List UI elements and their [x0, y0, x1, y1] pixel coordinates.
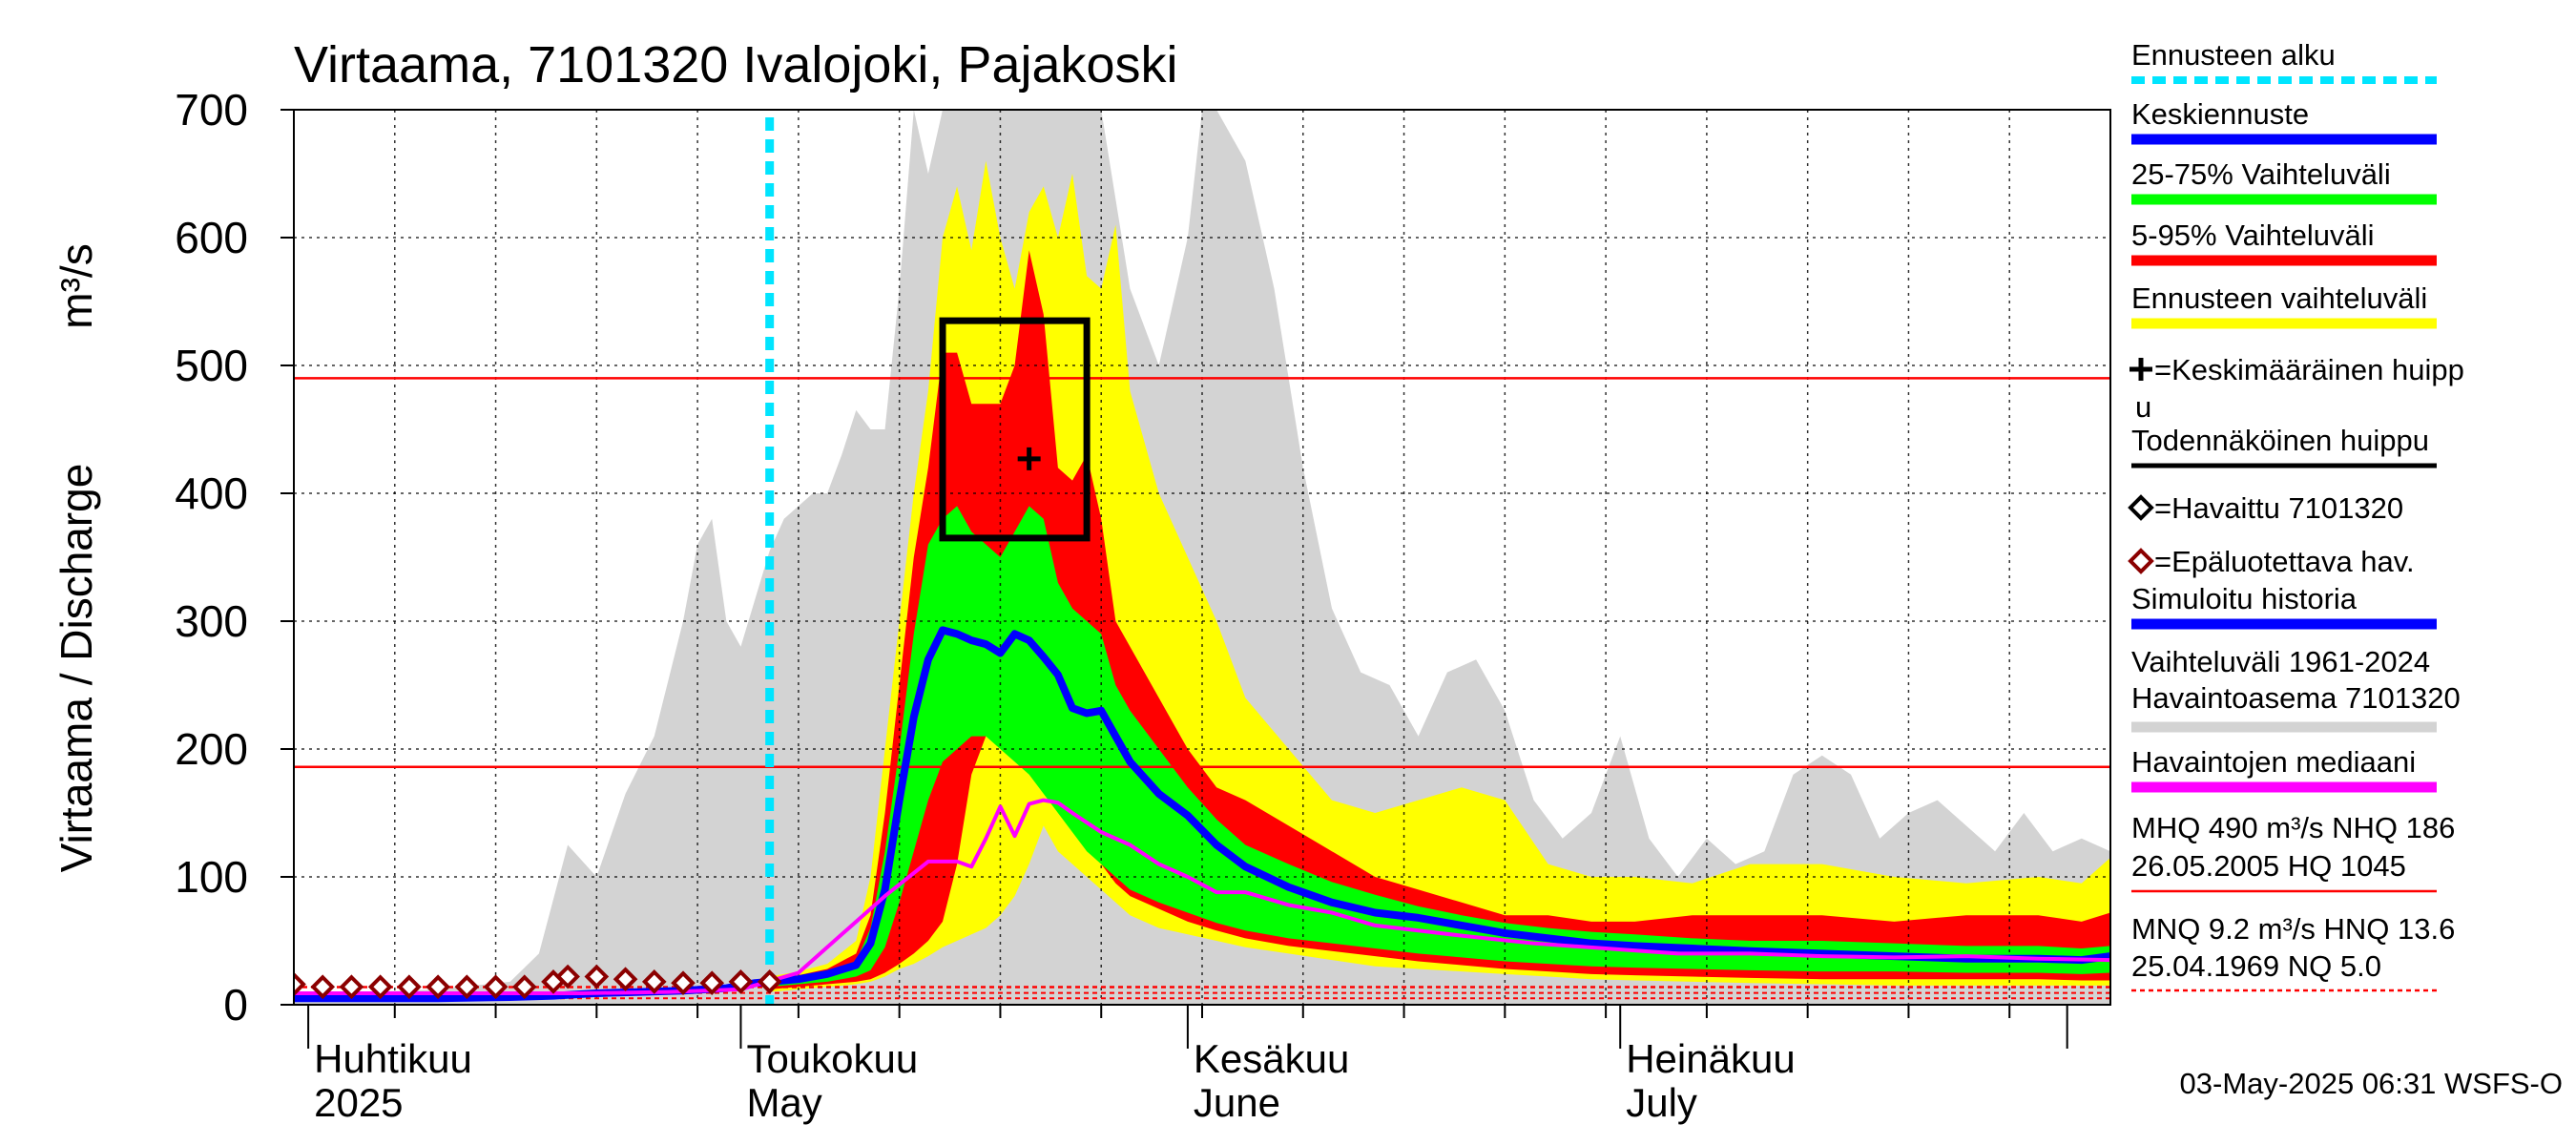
unreliable-observation-marker — [511, 974, 537, 1000]
unreliable-observation-marker — [641, 969, 667, 994]
unreliable-observation-marker — [339, 974, 364, 1000]
legend-item: 25-75% Vaihteluväli — [2131, 157, 2437, 205]
x-month-sublabel: June — [1194, 1080, 1280, 1125]
probable-peak-box — [939, 317, 1091, 542]
unreliable-observation-marker — [728, 969, 754, 994]
legend-label: Simuloitu historia — [2131, 582, 2358, 615]
legend-stats-text: MHQ 490 m³/s NHQ 186 — [2131, 811, 2455, 844]
legend-label: 5-95% Vaihteluväli — [2131, 219, 2374, 252]
legend-item: Ennusteen alku — [2131, 38, 2437, 84]
legend-item: Simuloitu historia — [2131, 582, 2437, 630]
legend-label-cont: u — [2135, 390, 2151, 424]
y-tick-label: 600 — [175, 213, 248, 262]
legend-stats-text: 26.05.2005 HQ 1045 — [2131, 849, 2406, 883]
unreliable-observation-marker — [294, 971, 306, 997]
legend-item: =Havaittu 7101320 — [2128, 491, 2403, 525]
legend-item: Todennäköinen huippu — [2131, 424, 2437, 468]
unreliable-observation-marker — [483, 974, 509, 1000]
observed-median-line — [294, 798, 2110, 995]
legend-stats-text: 25.04.1969 NQ 5.0 — [2131, 949, 2381, 983]
y-axis-label: Virtaama / Discharge — [52, 464, 101, 873]
y-tick-label: 300 — [175, 596, 248, 646]
unreliable-observation-marker — [367, 974, 393, 1000]
y-tick-label: 0 — [223, 980, 248, 1030]
legend-diamond-icon — [2128, 494, 2154, 521]
unreliable-observation-marker — [555, 964, 580, 989]
legend-item: =Epäluotettava hav. — [2128, 545, 2415, 578]
legend-label: =Havaittu 7101320 — [2154, 491, 2403, 525]
legend-label: Havaintojen mediaani — [2131, 745, 2416, 779]
x-month-label: Heinäkuu — [1626, 1036, 1795, 1081]
y-tick-label: 500 — [175, 341, 248, 390]
legend-label: Ennusteen vaihteluväli — [2131, 281, 2427, 315]
historical-range-band — [294, 110, 2110, 1005]
unreliable-observation-marker — [310, 974, 336, 1000]
legend-label: =Keskimääräinen huipp — [2154, 353, 2464, 386]
unreliable-observation-marker — [426, 974, 450, 1000]
x-month-sublabel: May — [746, 1080, 821, 1125]
legend-label: =Epäluotettava hav. — [2154, 545, 2415, 578]
legend-item: 5-95% Vaihteluväli — [2131, 219, 2437, 266]
plot-content — [294, 110, 2110, 1005]
y-tick-label: 400 — [175, 468, 248, 518]
unreliable-observation-marker — [397, 974, 422, 1000]
x-month-label: Kesäkuu — [1194, 1036, 1349, 1081]
legend-item: Vaihteluväli 1961-2024 Havaintoasema 710… — [2131, 645, 2461, 733]
legend-item: Havaintojen mediaani — [2131, 745, 2437, 793]
unreliable-observation-marker — [454, 974, 480, 1000]
mean-forecast-line — [769, 626, 2110, 986]
legend-item: =Keskimääräinen huippu — [2129, 353, 2464, 424]
unreliable-observation-marker — [584, 964, 610, 989]
unreliable-observation-marker — [757, 969, 782, 994]
legend-diamond-icon — [2128, 548, 2154, 574]
legend-item: Keskiennuste — [2131, 97, 2437, 145]
x-month-label: Toukokuu — [746, 1036, 918, 1081]
legend-label: Vaihteluväli 1961-2024 — [2131, 645, 2430, 678]
y-tick-label: 200 — [175, 724, 248, 774]
legend-label: 25-75% Vaihteluväli — [2131, 157, 2391, 191]
legend-label: Ennusteen alku — [2131, 38, 2336, 72]
unreliable-observation-marker — [699, 970, 725, 996]
p25-75-band — [769, 506, 2110, 988]
legend-label-cont: Havaintoasema 7101320 — [2131, 681, 2461, 715]
legend-label: Todennäköinen huippu — [2131, 424, 2429, 457]
y-tick-label: 700 — [175, 85, 248, 135]
legend-item: Ennusteen vaihteluväli — [2131, 281, 2437, 329]
chart-title: Virtaama, 7101320 Ivalojoki, Pajakoski — [294, 36, 1178, 94]
legend-plus-icon — [2129, 358, 2152, 381]
grid — [294, 110, 2110, 1005]
mean-peak-marker — [1017, 447, 1041, 470]
unreliable-observation-marker — [613, 967, 638, 992]
plot-area — [294, 110, 2110, 1005]
y-tick-label: 100 — [175, 852, 248, 902]
legend: Ennusteen alku Keskiennuste 25-75% Vaihtel… — [2128, 38, 2464, 992]
unreliable-observation-marker — [671, 970, 696, 996]
legend-stats-text: MNQ 9.2 m³/s HNQ 13.6 — [2131, 912, 2455, 946]
x-month-label: Huhtikuu — [314, 1036, 472, 1081]
footer-timestamp: 03-May-2025 06:31 WSFS-O — [2180, 1067, 2563, 1100]
x-month-sublabel: July — [1626, 1080, 1697, 1125]
legend-label: Keskiennuste — [2131, 97, 2309, 131]
y-axis-unit: m³/s — [52, 243, 101, 328]
x-month-sublabel: 2025 — [314, 1080, 403, 1125]
